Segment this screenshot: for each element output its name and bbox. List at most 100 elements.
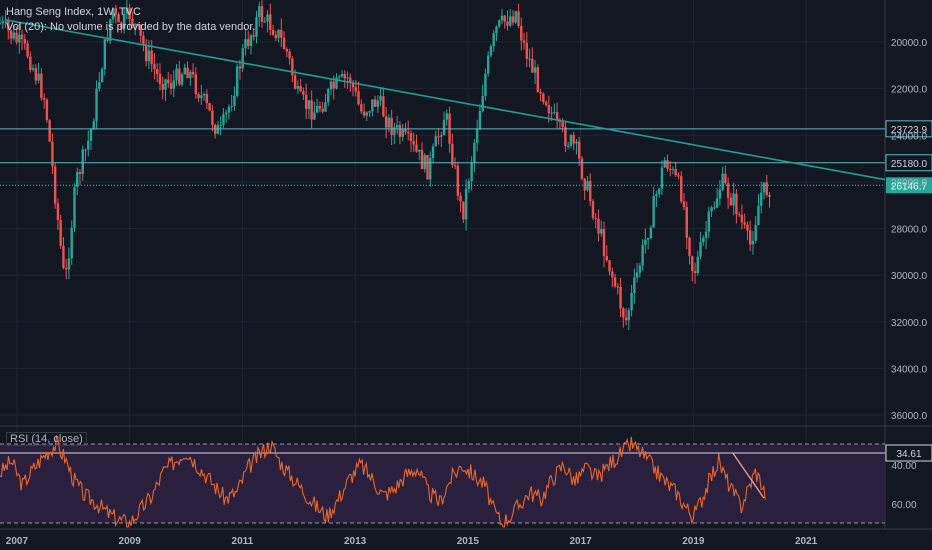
- candle-body: [555, 112, 559, 121]
- descending-trendline: [5, 19, 886, 181]
- candle-body: [280, 29, 283, 38]
- candle-body: [78, 172, 82, 174]
- price-level-label: 23723.9: [891, 125, 928, 136]
- candle-body: [616, 286, 620, 288]
- candle-body: [517, 11, 520, 26]
- time-axis-tick-label: 2015: [457, 536, 480, 547]
- candle-body: [9, 30, 13, 39]
- candle-body: [354, 87, 357, 92]
- time-axis-tick-label: 2017: [569, 536, 592, 547]
- candle-body: [84, 149, 87, 151]
- candle-body: [652, 195, 655, 228]
- price-axis-tick-label: 28000.0: [891, 225, 928, 236]
- candle-body: [539, 91, 542, 94]
- candle-body: [142, 35, 145, 46]
- candle-body: [1, 20, 4, 24]
- candle-body: [76, 172, 79, 188]
- candle-body: [23, 39, 27, 44]
- candle-body: [721, 173, 724, 190]
- candle-body: [680, 176, 683, 202]
- candle-body: [464, 188, 468, 220]
- candle-body: [327, 89, 330, 103]
- candle-body: [390, 117, 393, 135]
- candle-body: [702, 237, 705, 242]
- candle-body: [431, 146, 435, 159]
- candle-body: [594, 217, 597, 219]
- candle-body: [542, 93, 545, 102]
- candle-body: [332, 81, 335, 89]
- price-axis-tick-label: 30000.0: [891, 271, 928, 282]
- candle-body: [420, 149, 424, 170]
- candle-body: [194, 74, 198, 95]
- candle-body: [415, 144, 418, 152]
- candle-body: [522, 40, 526, 43]
- candle-body: [302, 91, 305, 95]
- candle-body: [120, 22, 123, 29]
- candle-body: [511, 16, 515, 23]
- candle-body: [167, 79, 170, 84]
- candle-body: [646, 237, 650, 240]
- candle-body: [649, 227, 653, 238]
- candle-body: [586, 180, 589, 191]
- candle-body: [644, 239, 647, 245]
- candle-body: [426, 155, 429, 180]
- price-level-label-box: [885, 120, 932, 138]
- candle-body: [241, 48, 244, 69]
- candle-body: [633, 277, 636, 293]
- candle-body: [255, 17, 258, 37]
- candle-body: [233, 95, 236, 107]
- candle-body: [111, 8, 115, 20]
- candle-body: [740, 214, 744, 223]
- price-level-label: 26146.7: [891, 181, 928, 192]
- candle-body: [569, 135, 573, 146]
- price-axis-tick-label: 36000.0: [891, 411, 928, 422]
- candle-body: [602, 229, 606, 257]
- candle-body: [475, 129, 479, 143]
- volume-note: Vol (20): No volume is provided by the d…: [6, 21, 255, 33]
- candle-body: [514, 11, 517, 23]
- candle-body: [492, 33, 495, 47]
- candle-body: [258, 6, 261, 18]
- candle-body: [630, 292, 633, 311]
- candle-body: [266, 14, 269, 22]
- candle-body: [103, 39, 107, 70]
- candle-body: [704, 231, 708, 238]
- price-axis-tick-label: 24000.0: [891, 131, 928, 142]
- price-candles: [0, 0, 771, 331]
- candle-body: [304, 94, 308, 109]
- candle-body: [343, 74, 346, 79]
- candle-body: [440, 135, 443, 137]
- candle-body: [406, 132, 410, 134]
- candle-body: [674, 169, 677, 176]
- candle-body: [503, 15, 506, 22]
- candle-body: [520, 25, 523, 41]
- candle-body: [743, 222, 746, 225]
- candle-body: [677, 175, 680, 177]
- volume-note-text: Vol (20): No volume is provided by the d…: [6, 21, 256, 33]
- candle-body: [713, 207, 716, 209]
- candle-body: [735, 193, 738, 215]
- candle-body: [671, 169, 675, 171]
- candle-body: [37, 73, 40, 81]
- candle-body: [611, 271, 614, 278]
- time-axis-tick-label: 2013: [344, 536, 367, 547]
- candle-body: [277, 29, 280, 39]
- candle-body: [128, 7, 131, 20]
- candle-body: [682, 201, 686, 208]
- candle-body: [635, 272, 639, 278]
- symbol-title-text: Hang Seng Index, 1W, TVC: [6, 6, 141, 18]
- candle-body: [224, 112, 228, 115]
- rsi-axis-tick-label: 60.00: [891, 500, 916, 511]
- candle-body: [106, 39, 109, 41]
- candle-body: [4, 20, 7, 22]
- candle-body: [18, 34, 21, 43]
- candle-body: [288, 51, 291, 59]
- candle-body: [186, 67, 189, 79]
- candle-body: [613, 277, 617, 287]
- rsi-level-label-box: [885, 444, 932, 462]
- candle-body: [533, 67, 537, 73]
- candle-body: [553, 112, 556, 114]
- candle-body: [131, 19, 134, 25]
- candle-body: [622, 308, 625, 318]
